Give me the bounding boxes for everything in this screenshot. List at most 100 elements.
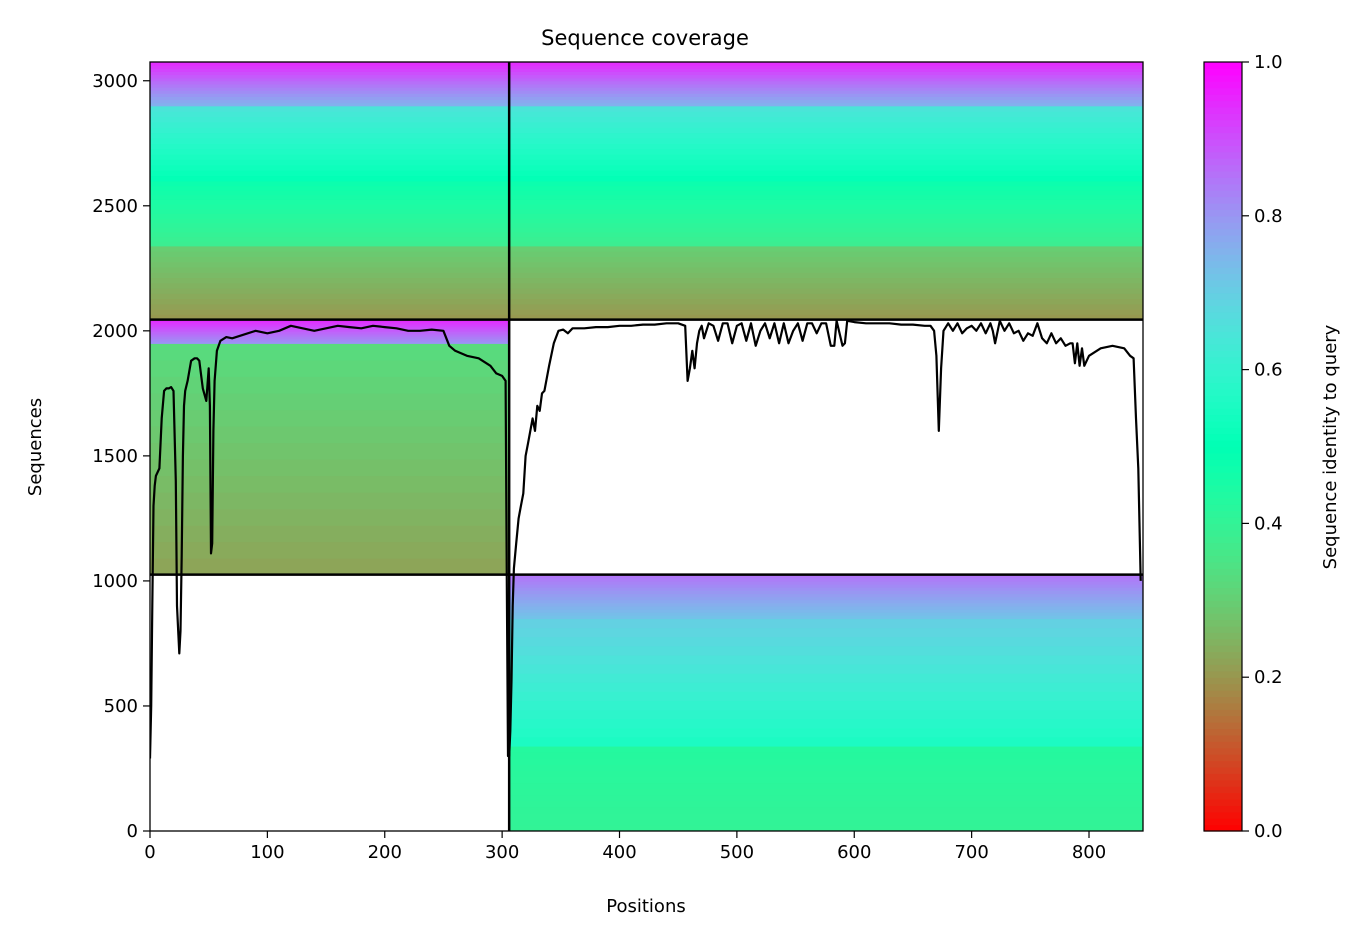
- heatmap-band-0-2: [509, 590, 1143, 595]
- heatmap-band-2-3: [150, 83, 1143, 88]
- heatmap-band-2-0: [150, 272, 1143, 279]
- y-axis-label: Sequences: [25, 398, 46, 496]
- heatmap-band-2-1: [150, 208, 1143, 214]
- colorbar-cell: [1204, 600, 1242, 608]
- colorbar-tick-label: 0.8: [1254, 206, 1283, 227]
- colorbar-cell: [1204, 568, 1242, 576]
- heatmap-band-0-1: [509, 627, 1143, 638]
- colorbar-cell: [1204, 305, 1242, 313]
- heatmap-band-1-1: [150, 331, 510, 334]
- colorbar-cell: [1204, 106, 1242, 114]
- colorbar-cell: [1204, 228, 1242, 236]
- colorbar-cell: [1204, 824, 1242, 832]
- colorbar-frame: [1203, 61, 1243, 832]
- colorbar-cell: [1204, 625, 1242, 633]
- heatmap-band-1-0: [150, 492, 510, 510]
- colorbar-cell: [1204, 241, 1242, 249]
- colorbar-cell: [1204, 62, 1242, 70]
- heatmap-band-2-3: [150, 77, 1143, 82]
- y-tick-label: 2000: [92, 321, 138, 342]
- colorbar-cell: [1204, 279, 1242, 287]
- colorbar-cell: [1204, 664, 1242, 672]
- y-tick-label: 1500: [92, 446, 138, 467]
- colorbar-cell: [1204, 311, 1242, 319]
- colorbar-cell: [1204, 459, 1242, 467]
- heatmap-band-2-2: [150, 121, 1143, 128]
- colorbar-cell: [1204, 670, 1242, 678]
- colorbar-cell: [1204, 555, 1242, 563]
- colorbar-cell: [1204, 516, 1242, 524]
- heatmap-band-2-1: [150, 241, 1143, 247]
- heatmap-band-0-0: [509, 782, 1143, 790]
- heatmap-blocks: [150, 62, 1143, 831]
- heatmap-band-1-1: [150, 336, 510, 339]
- x-tick-label: 800: [1072, 842, 1106, 863]
- x-tick-label: 0: [144, 842, 155, 863]
- colorbar-cell: [1204, 81, 1242, 89]
- colorbar-cell: [1204, 254, 1242, 262]
- colorbar-tick-label: 0.6: [1254, 360, 1283, 381]
- colorbar-cell: [1204, 593, 1242, 601]
- heatmap-band-1-1: [150, 333, 510, 336]
- heatmap-band-1-0: [150, 475, 510, 493]
- colorbar-cell: [1204, 164, 1242, 172]
- heatmap-band-2-3: [150, 93, 1143, 97]
- colorbar-cell: [1204, 440, 1242, 448]
- colorbar-cell: [1204, 408, 1242, 416]
- colorbar-cell: [1204, 395, 1242, 403]
- heatmap-band-2-3: [150, 102, 1143, 107]
- colorbar-cell: [1204, 427, 1242, 435]
- colorbar-cell: [1204, 87, 1242, 95]
- colorbar-cell: [1204, 299, 1242, 307]
- heatmap-band-0-2: [509, 577, 1143, 582]
- colorbar-cell: [1204, 632, 1242, 640]
- colorbar-cell: [1204, 728, 1242, 736]
- colorbar-cell: [1204, 343, 1242, 351]
- colorbar-cell: [1204, 446, 1242, 454]
- heatmap-band-2-0: [150, 245, 1143, 252]
- heatmap-band-0-0: [509, 800, 1143, 808]
- colorbar-cell: [1204, 215, 1242, 223]
- heatmap-band-2-1: [150, 231, 1143, 238]
- heatmap-band-0-2: [509, 609, 1143, 613]
- colorbar-cell: [1204, 126, 1242, 134]
- heatmap-band-0-0: [509, 824, 1143, 831]
- colorbar-cell: [1204, 209, 1242, 217]
- colorbar-tick-label: 0.0: [1254, 821, 1283, 842]
- heatmap-band-2-2: [150, 159, 1143, 166]
- heatmap-band-0-0: [509, 812, 1143, 820]
- colorbar-cell: [1204, 542, 1242, 550]
- colorbar-cell: [1204, 587, 1242, 595]
- heatmap-band-2-2: [150, 137, 1143, 144]
- heatmap-band-2-0: [150, 266, 1143, 273]
- heatmap-band-0-1: [509, 645, 1143, 656]
- heatmap-band-0-0: [509, 758, 1143, 765]
- colorbar-cell: [1204, 561, 1242, 569]
- heatmap-band-1-1: [150, 321, 510, 324]
- colorbar-cell: [1204, 273, 1242, 281]
- heatmap-band-1-1: [150, 339, 510, 343]
- heatmap-band-2-3: [150, 96, 1143, 101]
- heatmap-band-2-0: [150, 303, 1143, 310]
- heatmap-band-2-3: [150, 71, 1143, 76]
- heatmap-band-2-1: [150, 194, 1143, 200]
- colorbar-cell: [1204, 138, 1242, 146]
- heatmap-band-0-0: [509, 818, 1143, 826]
- heatmap-band-1-1: [150, 322, 510, 326]
- colorbar-cell: [1204, 74, 1242, 82]
- colorbar-cell: [1204, 754, 1242, 762]
- heatmap-band-2-0: [150, 277, 1143, 284]
- colorbar-cell: [1204, 696, 1242, 704]
- y-tick-label: 2500: [92, 196, 138, 217]
- heatmap-band-2-1: [150, 180, 1143, 187]
- heatmap-band-2-3: [150, 74, 1143, 79]
- heatmap-band-1-1: [150, 334, 510, 338]
- heatmap-band-0-1: [509, 618, 1143, 629]
- heatmap-band-0-2: [509, 584, 1143, 588]
- segment-dividers: [150, 62, 1143, 831]
- heatmap-band-2-0: [150, 287, 1143, 294]
- heatmap-band-1-0: [150, 508, 510, 526]
- heatmap-band-1-1: [150, 328, 510, 331]
- colorbar-cell: [1204, 158, 1242, 166]
